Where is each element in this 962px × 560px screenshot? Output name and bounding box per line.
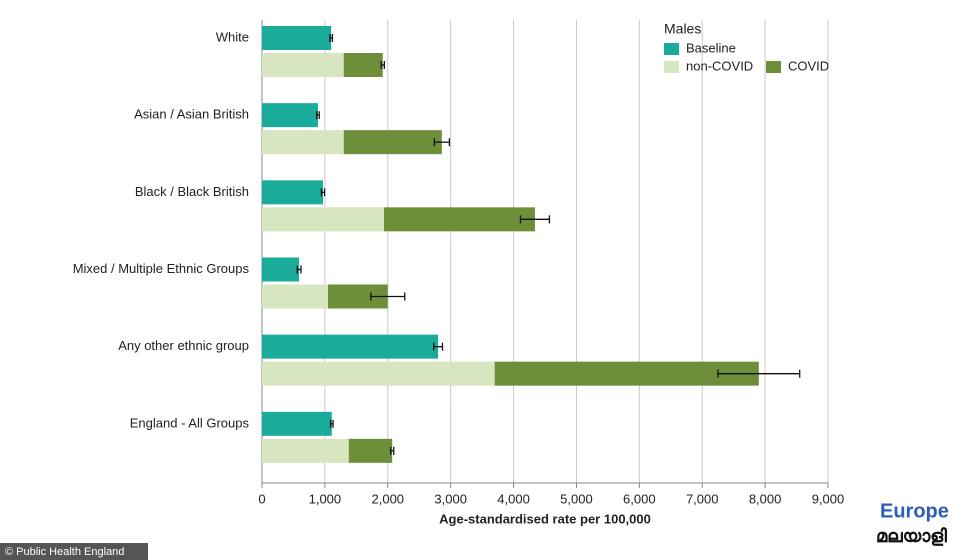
credit-bg	[0, 543, 148, 560]
legend-swatch	[766, 61, 781, 73]
error-bar	[316, 111, 320, 120]
error-bar	[370, 292, 406, 301]
y-tick-label: England - All Groups	[130, 415, 250, 430]
x-tick-label: 8,000	[749, 491, 782, 506]
error-bar	[389, 446, 395, 455]
logo-top: Europe	[880, 500, 949, 522]
legend-label: COVID	[788, 58, 829, 73]
x-tick-label: 0	[258, 491, 265, 506]
bar	[262, 26, 332, 50]
error-bar	[433, 342, 444, 351]
y-tick-label: Any other ethnic group	[118, 338, 249, 353]
error-bar	[433, 138, 451, 147]
bar	[262, 180, 324, 205]
error-bar	[329, 34, 334, 42]
error-bar	[329, 419, 334, 428]
legend-swatch	[664, 43, 679, 55]
bar	[262, 438, 349, 463]
x-tick-label: 1,000	[309, 491, 342, 506]
x-tick-label: 6,000	[623, 491, 656, 506]
error-bar	[380, 61, 385, 69]
x-tick-label: 9,000	[812, 491, 845, 506]
legend-label: Baseline	[686, 40, 736, 55]
x-tick-label: 7,000	[686, 491, 719, 506]
bar	[384, 207, 535, 232]
x-tick-label: 5,000	[560, 491, 593, 506]
legend-label: non-COVID	[686, 58, 753, 73]
x-tick-label: 4,000	[497, 491, 530, 506]
logo-bottom: മലയാളി	[876, 526, 947, 547]
y-tick-label: Asian / Asian British	[134, 107, 249, 122]
y-tick-label: Mixed / Multiple Ethnic Groups	[73, 261, 250, 276]
bar	[262, 53, 344, 77]
error-bar	[717, 369, 801, 378]
bar	[262, 207, 385, 232]
bar	[262, 411, 332, 436]
x-axis-label: Age-standardised rate per 100,000	[439, 511, 651, 526]
y-tick-label: White	[216, 29, 249, 44]
error-bar	[296, 265, 302, 274]
legend-title: Males	[664, 21, 701, 37]
x-tick-label: 3,000	[434, 491, 467, 506]
bar	[262, 284, 329, 309]
credit: © Public Health England	[5, 546, 124, 558]
bar	[348, 438, 393, 463]
bar	[262, 130, 344, 155]
bar	[262, 334, 439, 359]
x-tick-label: 2,000	[372, 491, 405, 506]
bar	[262, 257, 300, 282]
legend-swatch	[664, 61, 679, 73]
error-bar	[320, 188, 326, 197]
error-bar	[519, 215, 551, 224]
bar	[343, 130, 442, 155]
y-tick-label: Black / Black British	[135, 184, 249, 199]
bar	[343, 53, 383, 77]
bar	[262, 103, 318, 128]
bar	[494, 361, 759, 386]
bar	[262, 361, 495, 386]
